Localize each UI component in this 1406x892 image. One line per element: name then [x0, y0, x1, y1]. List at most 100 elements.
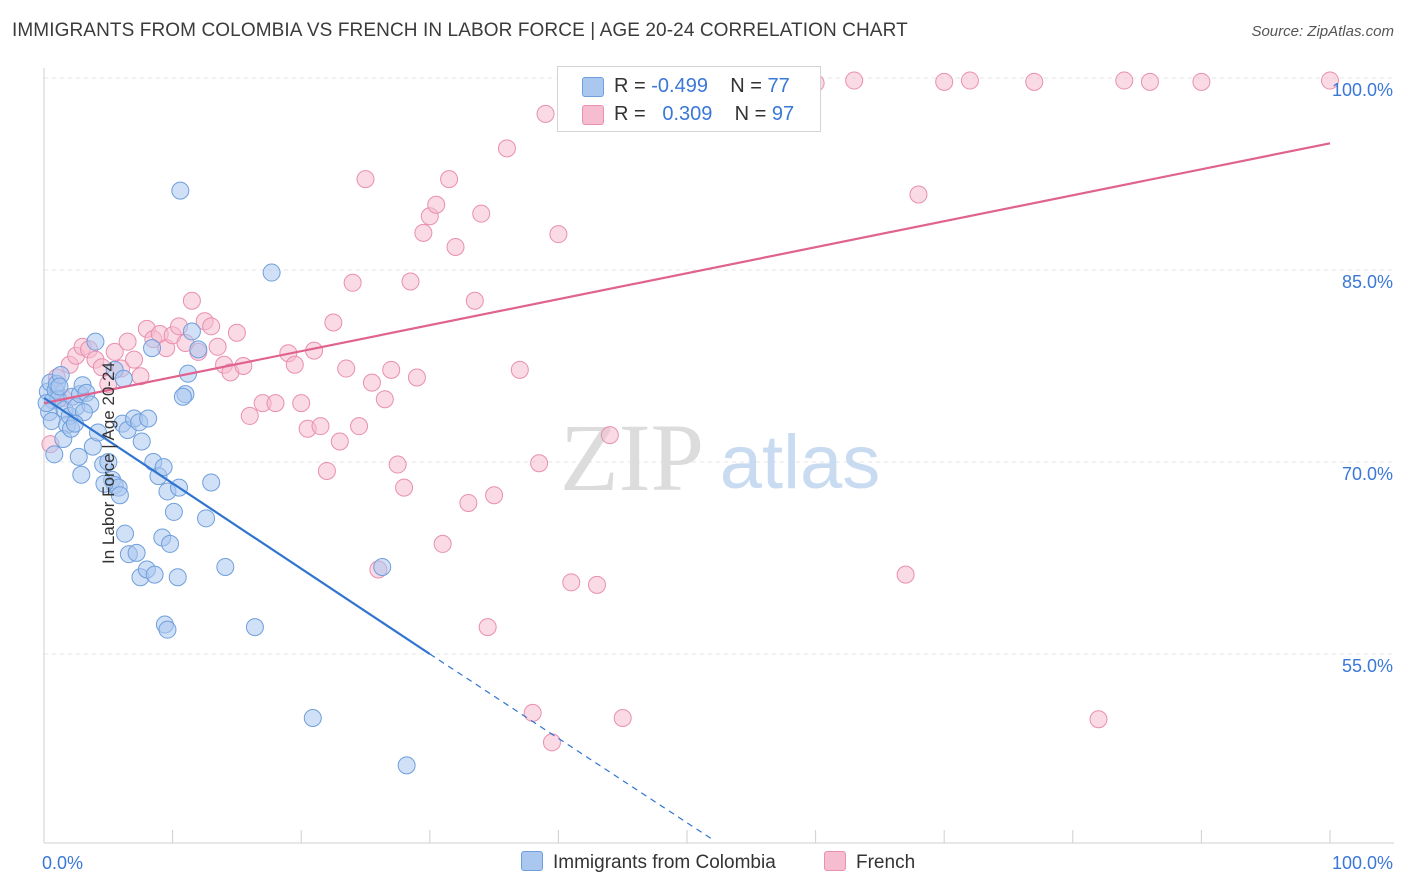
axes: [43, 68, 1394, 844]
data-point-french: [105, 342, 124, 361]
source-label: Source: ZipAtlas.com: [1251, 23, 1394, 40]
data-point-french: [311, 417, 330, 436]
data-point-french: [600, 426, 619, 445]
data-point-french: [407, 368, 426, 387]
data-point-french: [285, 355, 304, 374]
data-point-french: [497, 139, 516, 158]
data-point-colombia: [262, 263, 281, 282]
watermark-zip: ZIP: [560, 404, 704, 511]
data-point-colombia: [116, 524, 135, 543]
data-point-french: [896, 565, 915, 584]
data-point-french: [1321, 71, 1339, 90]
data-point-colombia: [373, 557, 392, 576]
data-point-french: [1115, 71, 1134, 90]
data-point-french: [523, 703, 542, 722]
y-tick-label: 55.0%: [1342, 656, 1393, 676]
legend-r-value-2: 0.309: [662, 103, 713, 125]
data-point-french: [234, 357, 253, 375]
data-point-french: [414, 223, 433, 242]
data-point-french: [388, 455, 407, 474]
data-point-colombia: [154, 458, 173, 477]
data-point-french: [1025, 72, 1044, 91]
y-axis-label: In Labor Force | Age 20-24: [98, 362, 118, 564]
data-point-colombia: [127, 543, 146, 562]
data-point-colombia: [95, 474, 114, 493]
data-point-french: [292, 394, 311, 413]
data-point-french: [1140, 72, 1159, 91]
data-point-french: [549, 225, 568, 244]
data-point-colombia: [303, 709, 322, 727]
data-point-colombia: [168, 568, 187, 587]
data-point-french: [478, 618, 497, 637]
data-point-french: [845, 71, 864, 90]
data-point-french: [427, 195, 446, 214]
data-point-colombia: [189, 340, 208, 359]
data-point-french: [395, 478, 414, 497]
data-point-colombia: [50, 377, 69, 396]
data-point-french: [587, 575, 606, 594]
data-point-colombia: [86, 332, 105, 351]
data-point-colombia: [202, 473, 221, 492]
bottom-legend-french: French: [824, 851, 915, 874]
data-point-colombia: [132, 432, 151, 451]
data-point-colombia: [145, 565, 164, 584]
data-point-colombia: [110, 486, 129, 505]
watermark-atlas: atlas: [720, 420, 881, 505]
legend-n-value-2: 97: [771, 103, 795, 125]
data-point-french: [446, 237, 465, 256]
data-point-colombia: [143, 339, 162, 358]
data-point-french: [536, 104, 555, 123]
data-point-french: [362, 373, 381, 392]
data-point-french: [485, 486, 504, 505]
data-point-french: [465, 291, 484, 310]
data-point-french: [909, 185, 928, 204]
legend-n-value-1: 77: [767, 75, 790, 97]
legend-swatch-pink: [582, 105, 604, 125]
data-point-french: [240, 406, 259, 425]
y-tick-label: 85.0%: [1342, 272, 1393, 292]
data-point-french: [118, 332, 137, 351]
correlation-legend: R = -0.499 N = 77 R = 0.309 N = 97: [557, 66, 821, 132]
data-point-colombia: [245, 618, 264, 637]
data-point-french: [433, 534, 452, 553]
y-tick-label: 100.0%: [1332, 80, 1393, 100]
legend-r-label-1: R =: [614, 75, 646, 97]
legend-n-label-1: N =: [730, 75, 762, 97]
data-point-french: [350, 417, 369, 436]
legend-swatch-blue: [582, 77, 604, 97]
legend-n-label-2: N =: [734, 103, 767, 125]
bottom-legend-colombia: Immigrants from Colombia: [521, 851, 776, 874]
data-point-colombia: [171, 181, 190, 200]
data-point-french: [125, 350, 144, 369]
data-point-french: [382, 360, 401, 379]
data-point-french: [202, 317, 221, 336]
data-point-french: [960, 71, 979, 90]
chart-title: IMMIGRANTS FROM COLOMBIA VS FRENCH IN LA…: [12, 20, 908, 41]
y-tick-label: 70.0%: [1342, 464, 1393, 484]
data-point-french: [440, 170, 459, 189]
data-point-french: [472, 204, 491, 223]
legend-r-value-1: -0.499: [651, 75, 708, 97]
data-point-colombia: [139, 409, 158, 428]
data-point-french: [1192, 72, 1211, 91]
bottom-legend-swatch-blue: [521, 851, 543, 871]
bottom-legend-swatch-pink: [824, 851, 846, 871]
data-point-french: [562, 573, 581, 592]
tick-labels: 55.0% 70.0% 85.0% 100.0% 0.0% 100.0%: [42, 80, 1393, 873]
data-point-french: [227, 323, 246, 342]
data-point-colombia: [397, 756, 416, 775]
data-point-french: [208, 337, 227, 356]
bottom-legend-label-colombia: Immigrants from Colombia: [553, 852, 776, 873]
legend-r-label-2: R =: [614, 103, 646, 125]
data-point-colombia: [164, 502, 183, 521]
data-point-colombia: [72, 465, 91, 484]
trend-line-french: [43, 142, 1331, 405]
x-tick-label: 100.0%: [1332, 853, 1393, 873]
data-point-colombia: [216, 557, 235, 576]
data-point-french: [356, 170, 375, 189]
data-point-colombia: [161, 534, 180, 553]
data-point-french: [182, 291, 201, 310]
trend-line-colombia: [43, 397, 431, 655]
data-point-colombia: [158, 620, 177, 639]
data-point-french: [530, 454, 549, 473]
